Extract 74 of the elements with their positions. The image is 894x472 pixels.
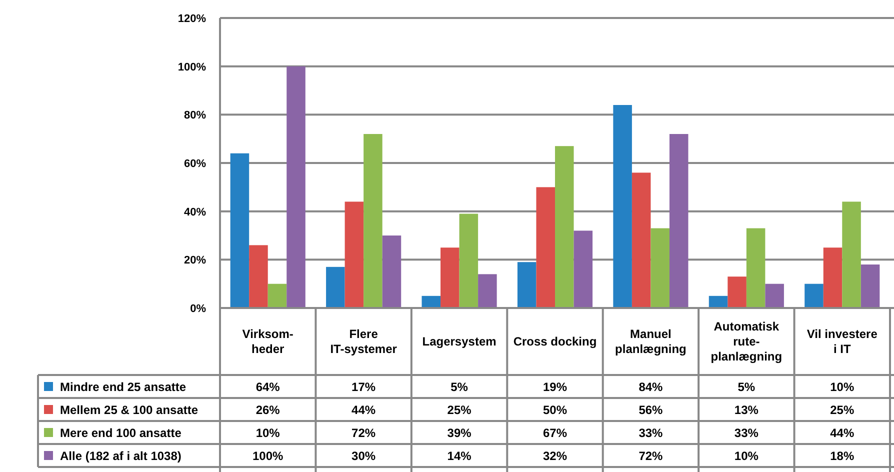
legend-label: Mellem 25 & 100 ansatte — [60, 403, 198, 417]
bar — [746, 228, 766, 308]
data-label: 50% — [542, 403, 568, 417]
data-label: 44% — [830, 426, 854, 440]
data-label: 39% — [447, 426, 472, 440]
bar — [613, 105, 632, 308]
bar — [555, 146, 574, 308]
data-label: 25% — [447, 403, 472, 417]
bar — [860, 264, 880, 308]
y-tick-label: 120% — [178, 13, 206, 25]
data-label: 44% — [352, 403, 376, 417]
data-label: 10% — [830, 380, 854, 394]
bar — [650, 228, 670, 308]
bar — [344, 202, 364, 308]
x-tick-label: Virksom- heder — [242, 327, 294, 356]
bar — [804, 284, 824, 308]
y-tick-label: 20% — [184, 254, 206, 267]
bar — [440, 248, 460, 308]
data-label: 32% — [542, 449, 568, 463]
x-tick-label: Automatisk rute- planlægning — [710, 320, 782, 364]
bar — [286, 66, 306, 308]
legend-label: Mindre end 25 ansatte — [60, 380, 186, 394]
y-tick-label: 60% — [184, 158, 206, 170]
bar — [422, 296, 441, 308]
x-tick-label: Cross docking — [513, 334, 597, 348]
bar — [230, 153, 250, 308]
data-label: 13% — [734, 403, 759, 417]
bar — [382, 236, 402, 308]
x-tick-label: Vil investere i IT — [806, 327, 878, 356]
bar — [364, 134, 382, 308]
x-tick-label: Flere IT-systemer — [330, 327, 398, 356]
legend-label: Alle (182 af i alt 1038) — [60, 449, 182, 463]
bar — [478, 274, 497, 308]
data-label: 72% — [352, 426, 376, 440]
data-label: 10% — [734, 449, 759, 463]
data-label: 30% — [352, 449, 376, 463]
bar — [765, 284, 784, 308]
bar — [708, 296, 728, 308]
data-label: 5% — [738, 380, 756, 394]
data-label: 33% — [734, 426, 759, 440]
data-label: 5% — [450, 380, 468, 394]
legend-label: Mere end 100 ansatte — [60, 426, 182, 440]
bar — [842, 202, 861, 308]
bar — [268, 284, 287, 308]
bar — [517, 262, 536, 308]
data-label: 64% — [256, 380, 280, 394]
y-tick-label: 100% — [178, 61, 206, 74]
data-label: 56% — [638, 403, 664, 417]
bar — [459, 214, 478, 308]
bar — [249, 245, 268, 308]
data-label: 67% — [542, 426, 568, 440]
data-label: 19% — [542, 380, 568, 394]
data-label: 84% — [638, 380, 664, 394]
data-label: 100% — [252, 449, 284, 463]
data-label: 72% — [638, 449, 664, 463]
data-label: 26% — [256, 403, 280, 417]
data-label: 10% — [256, 426, 280, 440]
y-tick-label: 40% — [184, 206, 206, 218]
bar — [728, 276, 746, 308]
data-label: 18% — [830, 449, 854, 463]
x-tick-label: Lagersystem — [422, 334, 496, 348]
bar — [669, 134, 688, 308]
x-tick-label: Manuel planlægning — [615, 327, 686, 356]
data-label: 33% — [638, 426, 664, 440]
bar — [326, 266, 345, 308]
bar — [632, 172, 651, 308]
bar — [823, 248, 842, 308]
y-tick-label: 80% — [184, 110, 206, 122]
data-label: 25% — [830, 403, 854, 417]
bar — [536, 187, 555, 308]
bar — [574, 230, 593, 308]
data-label: 17% — [352, 380, 376, 394]
y-tick-label: 0% — [190, 303, 206, 315]
data-label: 14% — [447, 449, 472, 463]
